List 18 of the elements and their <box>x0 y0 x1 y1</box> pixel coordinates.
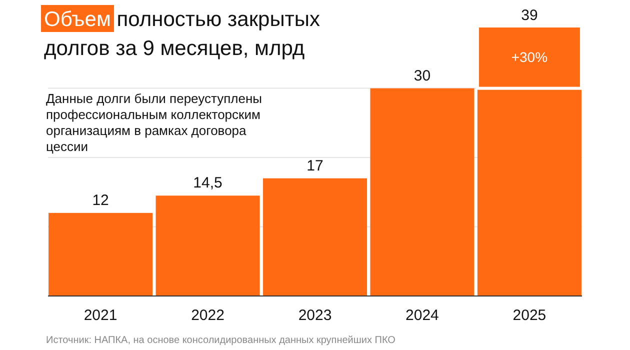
bar <box>262 178 368 296</box>
text: Источник: НАПКА, на основе консолидированных данных крупнейших ПКО <box>46 335 396 346</box>
data-label: 14,5 <box>193 174 222 192</box>
total-label: 39 <box>521 7 538 24</box>
x-tick-label: 2025 <box>512 307 546 324</box>
x-tick-label: 2024 <box>406 307 439 324</box>
x-tick-label: 2023 <box>298 307 332 324</box>
data-label: 17 <box>306 157 324 174</box>
x-tick-label: 2021 <box>84 307 118 324</box>
x-tick-label: 2022 <box>191 307 224 324</box>
bar <box>156 196 260 296</box>
annotation: Данные долги были переуступлены профессиональным коллекторским организациям в рамках договора цессии <box>46 91 262 154</box>
annotation: +30% <box>511 49 548 66</box>
bar <box>370 88 474 296</box>
bar <box>48 212 153 296</box>
chart-title: Объем полностью закрытых долгов за 9 месяцев, млрд <box>44 8 320 60</box>
data-label: 30 <box>414 67 431 84</box>
data-label: 12 <box>92 192 109 209</box>
